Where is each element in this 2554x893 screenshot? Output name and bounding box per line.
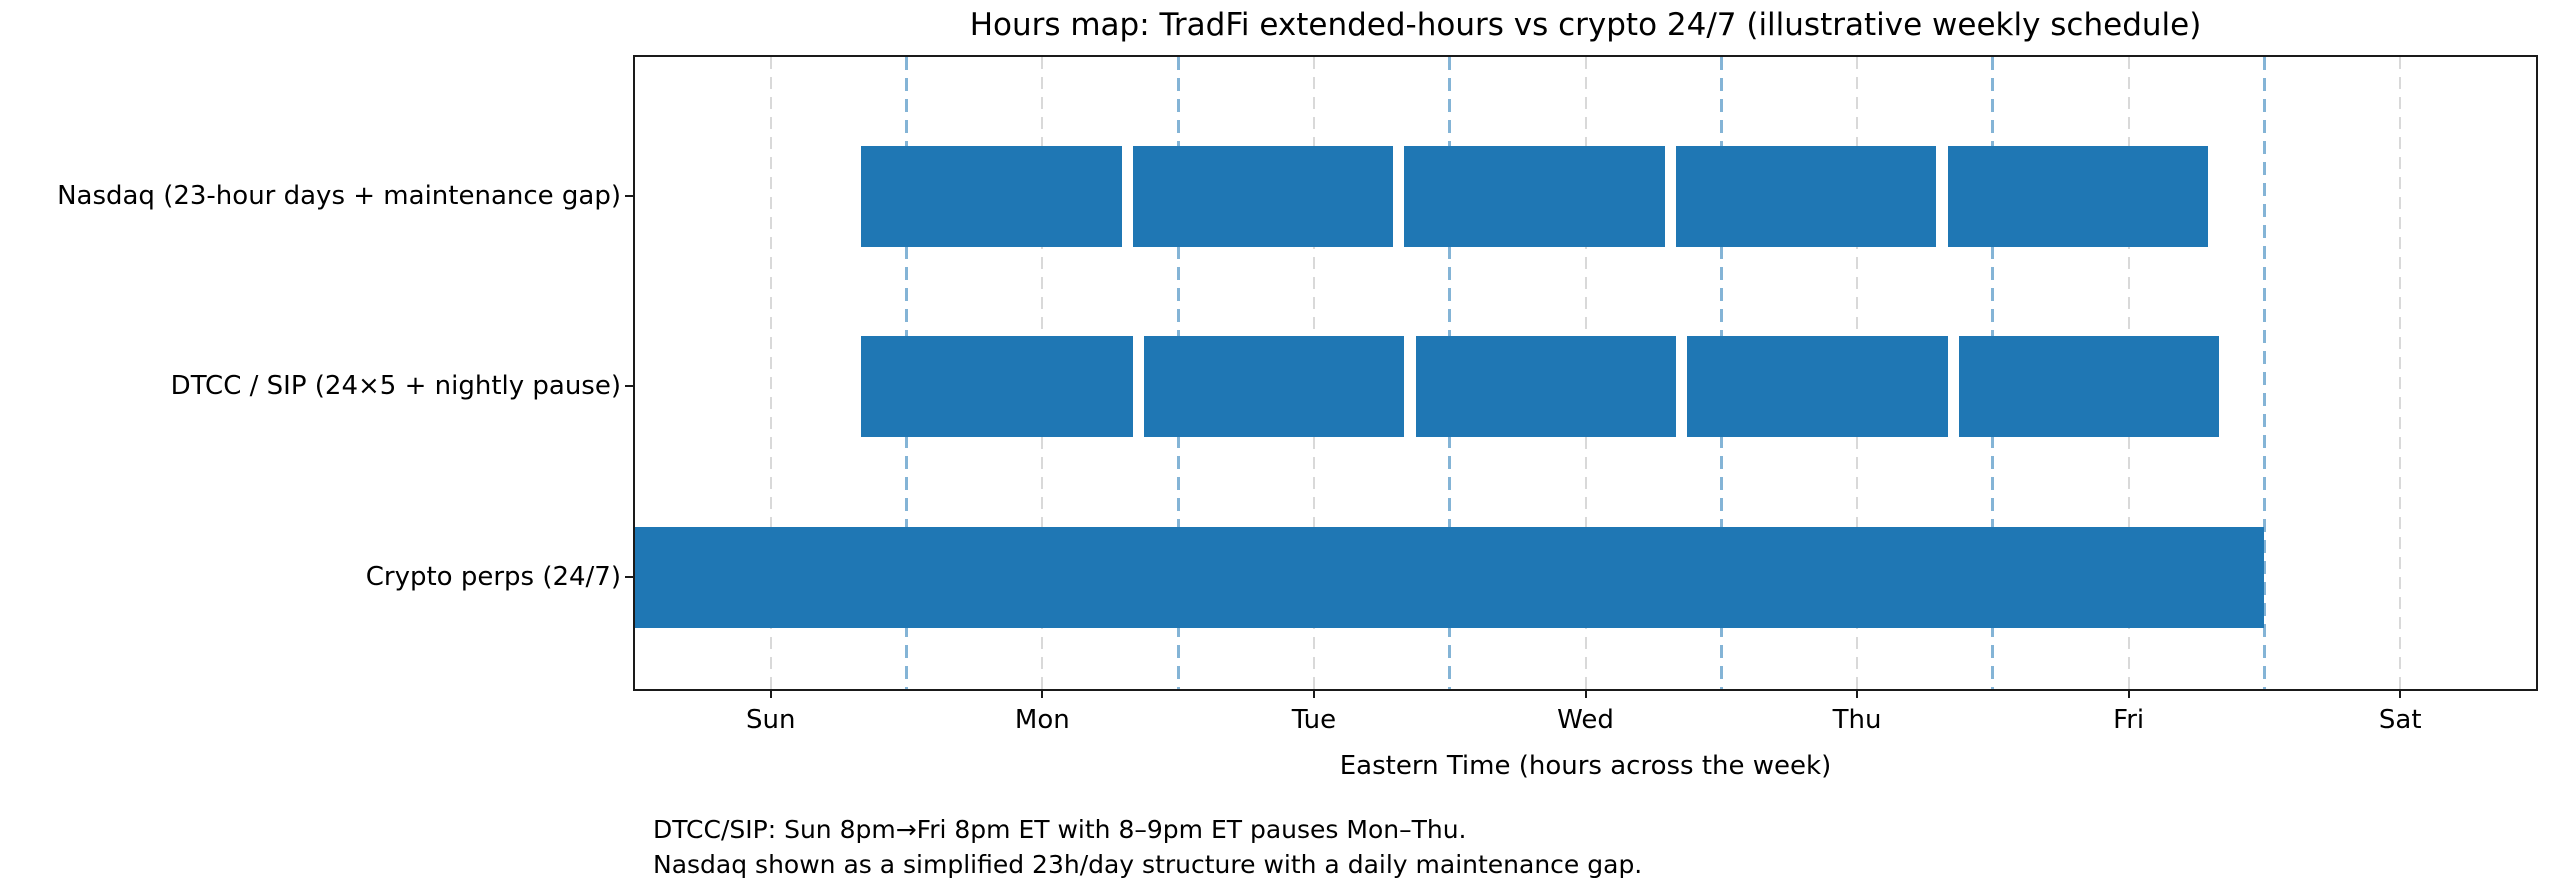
y-tick-mark — [625, 195, 634, 197]
bar-segment — [1132, 145, 1394, 247]
bar-segment — [1947, 145, 2208, 247]
x-tick-label: Thu — [1832, 705, 1882, 735]
y-tick-label-dtcc-sip: DTCC / SIP (24×5 + nightly pause) — [170, 371, 621, 401]
x-tick-mark — [2399, 689, 2402, 698]
chart-title: Hours map: TradFi extended-hours vs cryp… — [969, 7, 2202, 43]
footnote-line-1: DTCC/SIP: Sun 8pm→Fri 8pm ET with 8–9pm … — [653, 815, 1467, 844]
y-tick-label-nasdaq: Nasdaq (23-hour days + maintenance gap) — [57, 181, 621, 211]
plot-area — [633, 55, 2538, 691]
x-tick-label: Sat — [2378, 705, 2422, 735]
x-tick-label: Sun — [746, 705, 796, 735]
x-tick-mark — [2127, 689, 2130, 698]
footnote-line-2: Nasdaq shown as a simplified 23h/day str… — [653, 850, 1643, 879]
x-axis-label: Eastern Time (hours across the week) — [1339, 751, 1832, 781]
day-boundary-gridline — [2262, 57, 2266, 689]
bar-segment — [1958, 335, 2220, 437]
x-tick-mark — [1041, 689, 1044, 698]
bar-segment — [635, 526, 2265, 628]
chart-footnote: DTCC/SIP: Sun 8pm→Fri 8pm ET with 8–9pm … — [653, 812, 1642, 882]
bar-segment — [1676, 145, 1937, 247]
y-tick-label-crypto-perps: Crypto perps (24/7) — [365, 562, 621, 592]
x-tick-mark — [1856, 689, 1859, 698]
day-center-gridline — [2399, 57, 2402, 689]
bar-segment — [1144, 335, 1405, 437]
y-tick-mark — [625, 576, 634, 578]
bar-segment — [861, 145, 1122, 247]
bar-segment — [1415, 335, 1677, 437]
bar-segment — [1404, 145, 1665, 247]
x-tick-label: Fri — [2113, 705, 2145, 735]
x-tick-mark — [769, 689, 772, 698]
x-tick-mark — [1312, 689, 1315, 698]
y-tick-mark — [625, 385, 634, 387]
x-tick-label: Wed — [1557, 705, 1614, 735]
x-tick-mark — [1584, 689, 1587, 698]
day-center-gridline — [769, 57, 772, 689]
x-tick-label: Tue — [1291, 705, 1337, 735]
bar-segment — [1687, 335, 1948, 437]
x-tick-label: Mon — [1014, 705, 1070, 735]
bar-segment — [861, 335, 1133, 437]
